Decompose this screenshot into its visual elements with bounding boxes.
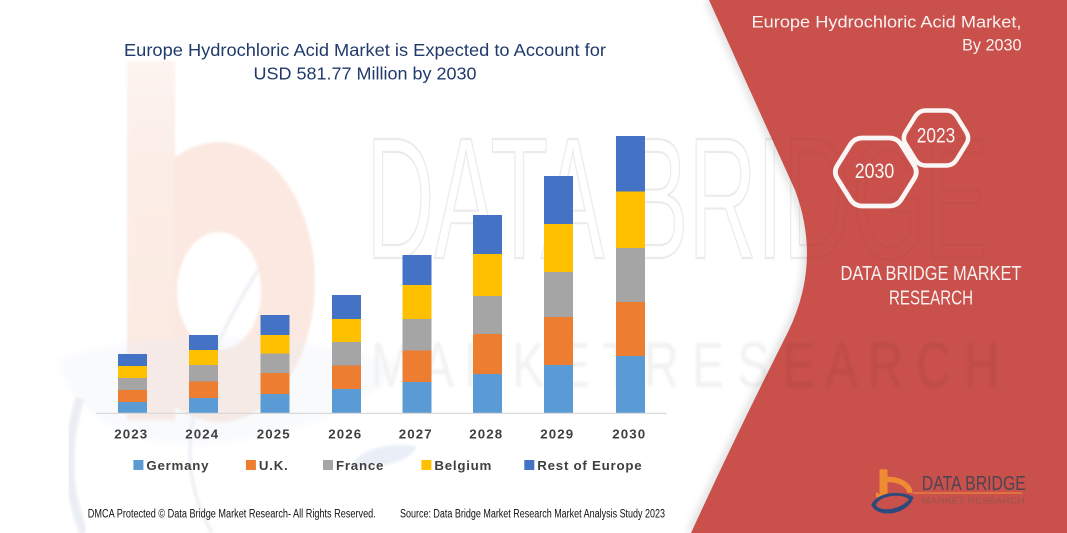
svg-text:Europe Hydrochloric Acid Marke: Europe Hydrochloric Acid Market, [752,13,1022,31]
svg-text:2027: 2027 [399,427,433,442]
svg-text:U.K.: U.K. [259,458,289,473]
svg-text:DATA BRIDGE: DATA BRIDGE [922,473,1026,495]
svg-text:Belgium: Belgium [434,458,492,473]
svg-text:2030: 2030 [612,427,646,442]
svg-text:Rest of Europe: Rest of Europe [537,458,642,473]
svg-text:RESEARCH: RESEARCH [889,287,973,309]
svg-text:Germany: Germany [146,458,209,473]
svg-text:USD 581.77 Million by 2030: USD 581.77 Million by 2030 [254,63,477,83]
svg-text:2029: 2029 [540,427,574,442]
svg-text:2030: 2030 [855,159,895,183]
svg-text:France: France [336,458,384,473]
svg-text:2026: 2026 [328,427,362,442]
svg-text:2028: 2028 [469,427,503,442]
svg-text:DMCA Protected © Data Bridge M: DMCA Protected © Data Bridge Market Rese… [88,509,376,521]
svg-text:2023: 2023 [917,124,956,148]
svg-text:DATA BRIDGE MARKET: DATA BRIDGE MARKET [841,263,1022,285]
svg-text:Source: Data Bridge Market Res: Source: Data Bridge Market Research Mark… [400,509,665,521]
svg-text:2025: 2025 [257,427,291,442]
svg-text:By 2030: By 2030 [962,37,1021,55]
svg-text:Europe Hydrochloric Acid Marke: Europe Hydrochloric Acid Market is Expec… [124,40,606,60]
svg-text:MARKET RESEARCH: MARKET RESEARCH [922,496,1025,505]
svg-text:2023: 2023 [114,427,148,442]
svg-text:2024: 2024 [185,427,219,442]
